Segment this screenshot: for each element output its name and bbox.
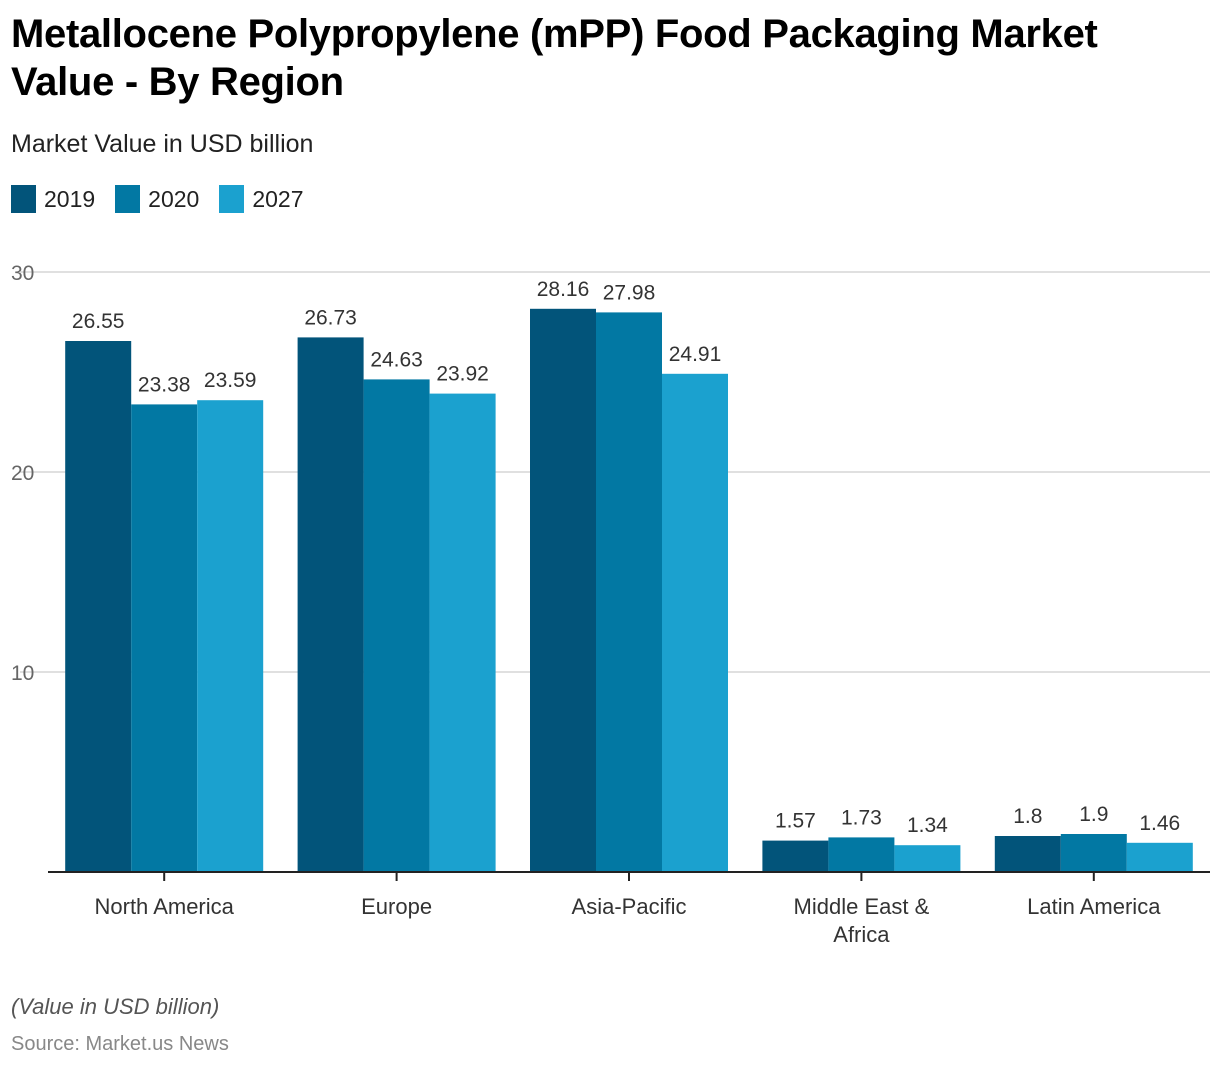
source-credit: Source: Market.us News bbox=[11, 1033, 229, 1055]
legend-item-2027: 2027 bbox=[219, 185, 304, 213]
y-tick-label: 10 bbox=[11, 662, 34, 685]
y-tick-label: 20 bbox=[11, 462, 34, 485]
legend-item-2020: 2020 bbox=[115, 185, 199, 213]
data-label: 23.59 bbox=[204, 369, 257, 392]
bar-2020-0 bbox=[131, 404, 198, 872]
bar-2019-1 bbox=[297, 337, 364, 872]
bar-2019-3 bbox=[762, 840, 829, 872]
legend-label-2019: 2019 bbox=[44, 185, 96, 212]
bar-2027-2 bbox=[662, 373, 728, 872]
bar-2020-3 bbox=[828, 837, 895, 872]
legend-label-2020: 2020 bbox=[148, 185, 200, 212]
bar-2019-4 bbox=[994, 836, 1061, 872]
bar-2019-2 bbox=[530, 308, 596, 872]
data-label: 1.8 bbox=[1013, 805, 1042, 828]
legend-item-2019: 2019 bbox=[11, 185, 95, 213]
x-tick-label: Africa bbox=[833, 922, 890, 947]
legend-swatch-2020 bbox=[115, 185, 141, 213]
bar-2020-4 bbox=[1060, 834, 1127, 872]
data-label: 24.63 bbox=[370, 348, 423, 371]
bar-2020-2 bbox=[596, 312, 662, 872]
footnote: (Value in USD billion) bbox=[11, 994, 220, 1019]
x-tick-label: Middle East & bbox=[794, 894, 930, 919]
data-label: 23.92 bbox=[436, 363, 489, 386]
bar-2027-0 bbox=[197, 400, 264, 872]
bar-2027-1 bbox=[429, 393, 496, 872]
y-tick-label: 30 bbox=[11, 262, 34, 285]
chart-subtitle: Market Value in USD billion bbox=[11, 130, 314, 158]
legend-label-2027: 2027 bbox=[252, 185, 304, 212]
data-label: 28.16 bbox=[537, 278, 590, 301]
data-label: 1.73 bbox=[841, 806, 882, 829]
x-tick-label: Europe bbox=[361, 894, 432, 919]
data-label: 1.46 bbox=[1139, 812, 1180, 835]
data-label: 24.91 bbox=[669, 343, 722, 366]
chart-title: Metallocene Polypropylene (mPP) Food Pac… bbox=[11, 12, 1098, 104]
x-tick-label: Asia-Pacific bbox=[572, 894, 687, 919]
bar-2019-0 bbox=[65, 341, 132, 872]
bar-2020-1 bbox=[363, 379, 430, 872]
legend-swatch-2027 bbox=[219, 185, 245, 213]
bar-2027-4 bbox=[1126, 842, 1193, 872]
legend: 2019 2020 2027 bbox=[11, 185, 324, 213]
data-label: 1.57 bbox=[775, 810, 816, 833]
bar-2027-3 bbox=[894, 845, 961, 872]
data-label: 26.55 bbox=[72, 310, 125, 333]
legend-swatch-2019 bbox=[11, 185, 36, 213]
x-tick-label: North America bbox=[95, 894, 235, 919]
x-tick-label: Latin America bbox=[1027, 894, 1161, 919]
data-label: 26.73 bbox=[304, 306, 357, 329]
data-label: 23.38 bbox=[138, 373, 191, 396]
data-label: 27.98 bbox=[603, 281, 656, 304]
data-label: 1.9 bbox=[1079, 803, 1108, 826]
data-label: 1.34 bbox=[907, 814, 948, 837]
